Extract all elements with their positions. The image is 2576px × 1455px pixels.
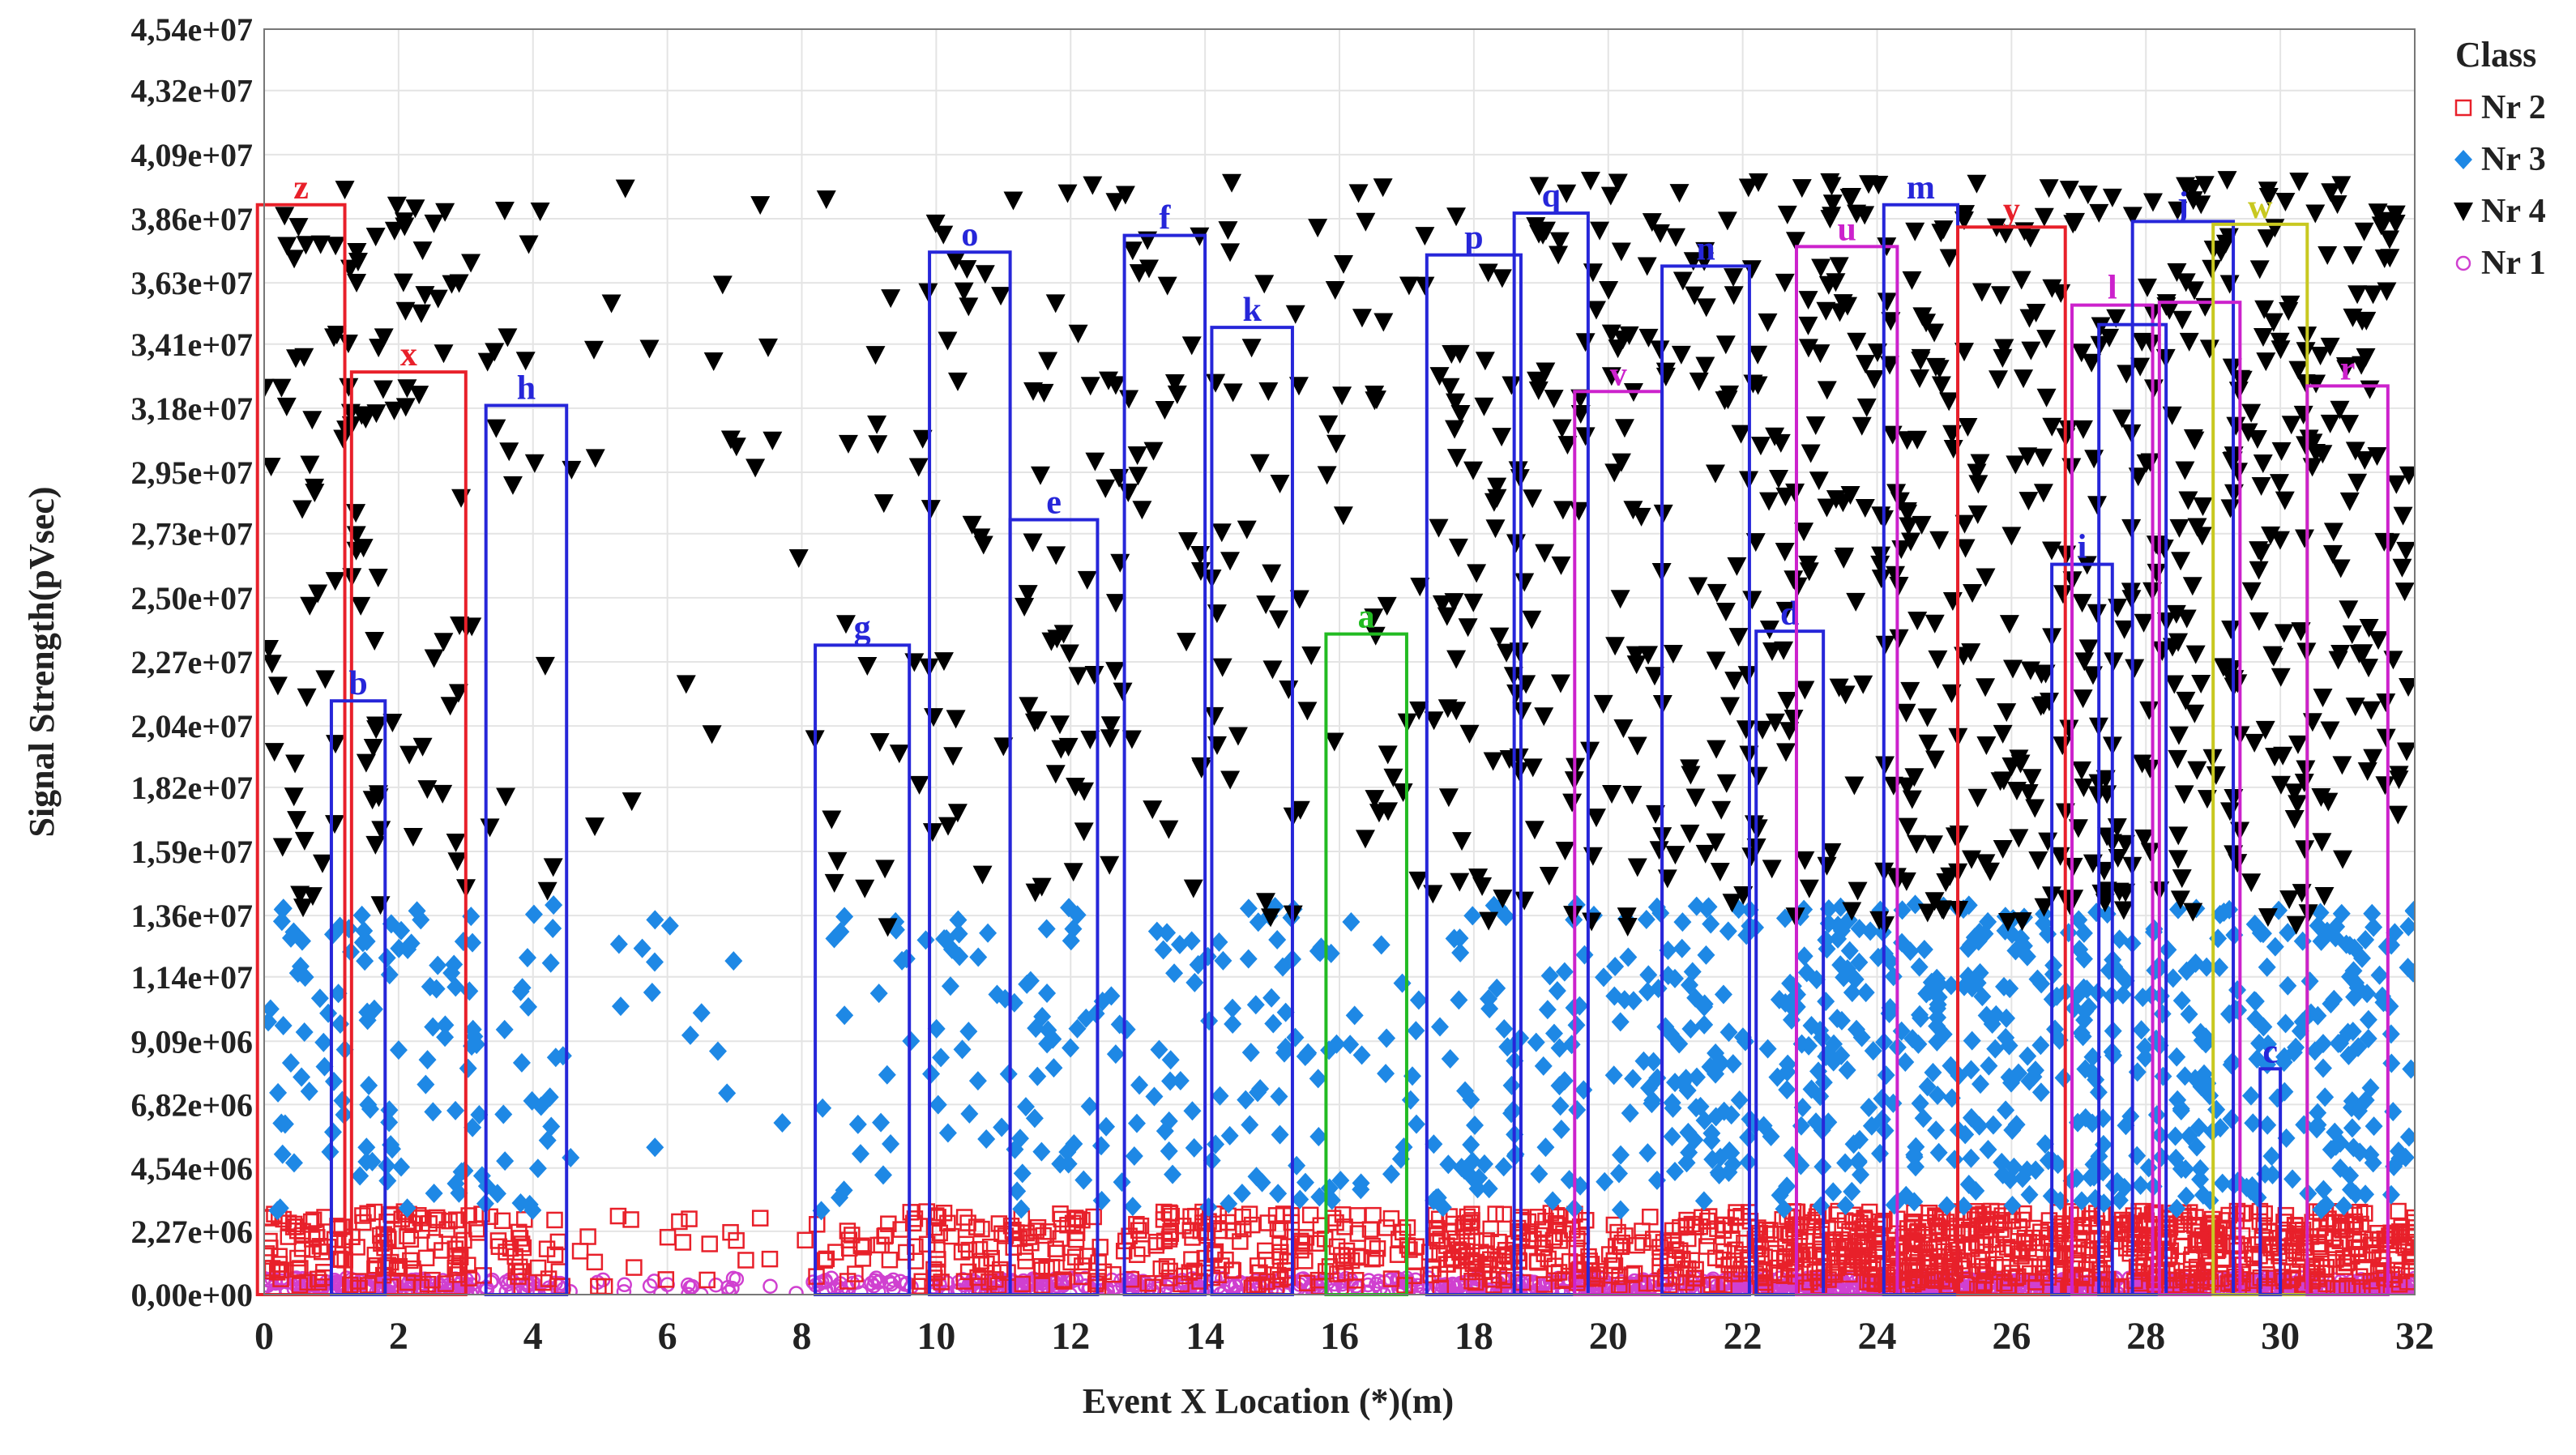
cluster-label: z (293, 169, 309, 207)
cluster-label: a (1358, 599, 1375, 636)
y-axis-ticks: 0,00e+002,27e+064,54e+066,82e+069,09e+06… (130, 11, 253, 1313)
cluster-label: q (1542, 177, 1561, 215)
cluster-label: u (1837, 211, 1856, 248)
y-tick-label: 6,82e+06 (130, 1086, 253, 1123)
cluster-label: e (1046, 484, 1062, 522)
y-tick-label: 0,00e+00 (130, 1277, 253, 1313)
cluster-label: x (400, 336, 417, 373)
cluster-label: i (2078, 529, 2087, 566)
cluster-label: b (348, 665, 367, 702)
cluster-label: h (517, 369, 536, 407)
cluster-label: k (1243, 292, 1262, 329)
y-tick-label: 4,54e+06 (130, 1150, 253, 1187)
cluster-label: y (2003, 191, 2020, 228)
cluster-label: o (961, 216, 978, 254)
cluster-label: g (854, 609, 871, 646)
y-tick-label: 2,27e+06 (130, 1214, 253, 1250)
cluster-label: c (2262, 1033, 2278, 1070)
cluster-label: p (1464, 220, 1483, 257)
cluster-label: n (1696, 230, 1715, 267)
cluster-label: m (1907, 169, 1935, 207)
grid (264, 29, 2415, 1295)
cluster-label: w (2248, 189, 2273, 226)
cluster-label: r (2340, 350, 2356, 387)
cluster-label: l (2108, 270, 2117, 307)
cluster-label: v (1610, 356, 1627, 393)
cluster-label: j (2177, 186, 2189, 223)
cluster-label: f (1159, 200, 1171, 237)
